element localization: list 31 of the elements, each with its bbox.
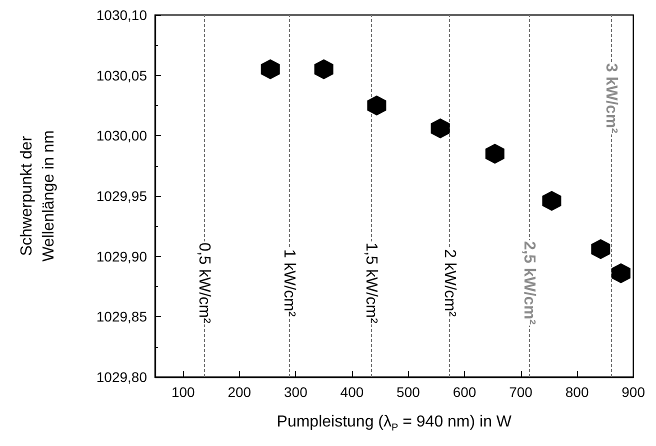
x-tick-label: 400 bbox=[340, 384, 364, 400]
y-tick-label: 1030,10 bbox=[96, 7, 148, 23]
y-tick-label: 1029,85 bbox=[96, 308, 148, 325]
x-tick-label: 800 bbox=[565, 384, 589, 400]
point bbox=[542, 190, 562, 211]
point bbox=[367, 96, 386, 116]
y-tick-label: 1029,95 bbox=[96, 188, 148, 204]
x-tick-label: 700 bbox=[509, 384, 533, 400]
y-tick-label: 1029,90 bbox=[96, 248, 148, 264]
point bbox=[591, 239, 610, 260]
x-tick-label: 900 bbox=[622, 384, 646, 400]
ref-line-label: 0,5 kW/cm² bbox=[195, 242, 212, 324]
y-tick-label: 1029,80 bbox=[96, 369, 148, 385]
x-tick-label: 500 bbox=[396, 384, 420, 400]
x-tick-label: 200 bbox=[228, 384, 252, 400]
y-tick-label: 1030,00 bbox=[96, 128, 148, 144]
y-axis-title: Schwerpunkt der Wellenlänge in nm bbox=[18, 130, 58, 262]
x-tick-label: 300 bbox=[284, 384, 308, 400]
x-tick-label: 600 bbox=[452, 384, 476, 400]
ref-line-label: 3 kW/cm² bbox=[602, 63, 620, 134]
ref-line-label: 2 kW/cm² bbox=[440, 249, 458, 318]
point bbox=[314, 59, 334, 80]
ref-line-label: 2,5 kW/cm² bbox=[520, 241, 538, 325]
ref-line-label: 1 kW/cm² bbox=[280, 249, 298, 318]
point bbox=[485, 144, 504, 164]
point bbox=[611, 263, 630, 284]
y-tick-label: 1030,05 bbox=[96, 67, 148, 84]
point bbox=[260, 59, 280, 80]
x-tick-label: 100 bbox=[171, 384, 196, 400]
point bbox=[430, 118, 450, 138]
ref-line-label: 1,5 kW/cm² bbox=[362, 242, 380, 324]
